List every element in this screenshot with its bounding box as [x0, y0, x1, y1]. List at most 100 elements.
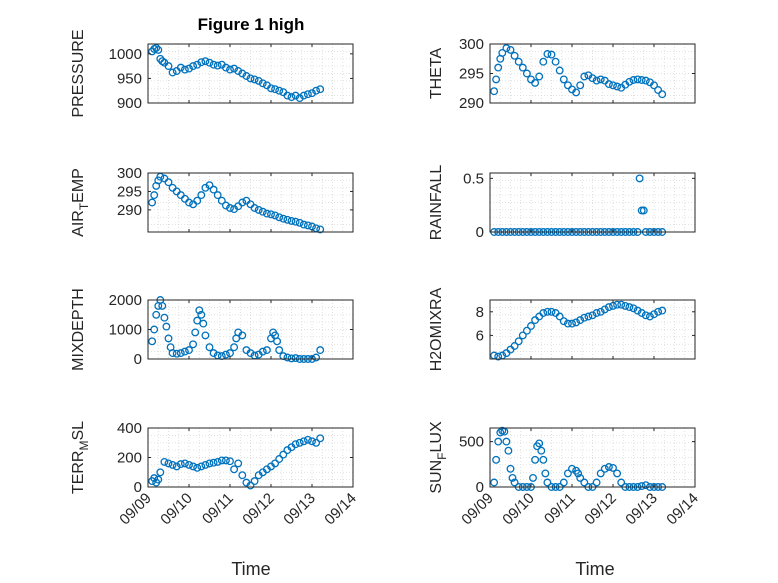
data-point: [518, 63, 527, 72]
data-point: [176, 460, 185, 469]
x-tick-label: 09/14: [663, 490, 702, 529]
data-point: [189, 340, 198, 349]
data-point: [629, 76, 638, 84]
data-point: [193, 316, 202, 325]
data-point: [287, 216, 296, 225]
data-point: [576, 316, 585, 325]
data-point: [154, 45, 163, 54]
y-tick-label: 0: [476, 479, 484, 496]
data-point: [299, 437, 308, 446]
data-point: [543, 50, 552, 58]
data-point: [201, 460, 210, 469]
data-point: [592, 478, 601, 487]
data-point: [164, 459, 173, 468]
data-point: [205, 58, 214, 67]
data-point: [490, 87, 499, 96]
data-point: [205, 181, 214, 190]
data-point: [195, 306, 204, 315]
data-point: [213, 61, 222, 70]
data-point: [639, 206, 648, 215]
y-tick-label: 290: [459, 95, 484, 112]
data-point: [617, 478, 626, 487]
data-point: [658, 306, 667, 315]
data-point: [209, 458, 218, 467]
data-point: [258, 347, 267, 356]
y-axis-label: THETA: [428, 48, 445, 100]
data-point: [287, 354, 296, 363]
data-point: [267, 84, 275, 93]
data-point: [537, 446, 546, 455]
data-point: [180, 459, 189, 468]
data-point: [303, 435, 312, 444]
data-point: [613, 300, 622, 309]
data-point: [559, 478, 568, 487]
subplot-h2omixra: 6 8 H2OMIXRA: [428, 287, 696, 371]
data-point: [502, 437, 511, 446]
data-point: [254, 205, 263, 214]
data-point: [637, 76, 646, 84]
data-point: [572, 318, 581, 327]
data-point: [156, 54, 165, 63]
data-point: [539, 57, 548, 66]
data-point: [543, 307, 552, 316]
data-point: [637, 309, 646, 317]
data-point: [568, 319, 576, 328]
data-point: [246, 349, 255, 358]
y-tick-label: 290: [117, 202, 142, 219]
y-tick-label: 900: [117, 95, 142, 112]
data-point: [295, 438, 304, 447]
data-point: [197, 462, 206, 471]
data-point: [164, 62, 173, 71]
data-point: [168, 68, 177, 77]
data-point: [275, 86, 284, 95]
y-tick-label: 950: [117, 70, 142, 87]
data-point: [563, 469, 572, 478]
y-tick-label: 1000: [109, 46, 142, 63]
data-point: [492, 75, 501, 84]
data-point: [312, 438, 321, 447]
data-point: [287, 93, 296, 102]
data-point: [492, 455, 501, 464]
data-point: [308, 437, 316, 446]
data-point: [609, 81, 617, 90]
data-point: [176, 63, 185, 72]
data-point: [238, 471, 247, 480]
data-point: [658, 90, 667, 99]
data-point: [543, 478, 552, 487]
data-point: [238, 331, 247, 340]
data-point: [291, 440, 300, 449]
axes-box: [147, 43, 354, 104]
data-point: [160, 313, 169, 322]
data-point: [308, 89, 316, 98]
data-point: [299, 91, 308, 100]
data-point: [621, 301, 630, 310]
data-point: [291, 354, 300, 363]
data-point: [168, 460, 177, 469]
data-point: [506, 464, 515, 473]
data-point: [592, 309, 601, 317]
data-point: [201, 57, 210, 66]
data-point: [283, 215, 292, 224]
data-point: [596, 75, 605, 84]
x-tick-label: 09/12: [581, 490, 620, 529]
data-point: [275, 346, 284, 355]
data-point: [588, 74, 597, 83]
data-point: [508, 473, 517, 482]
data-point: [148, 337, 157, 346]
data-point: [650, 310, 658, 319]
data-point: [498, 48, 507, 57]
y-axis-label: H2OMIXRA: [428, 287, 445, 371]
data-point: [518, 331, 527, 340]
axes-box: [489, 299, 696, 360]
data-point: [180, 65, 189, 74]
data-point: [197, 191, 206, 200]
data-point: [275, 213, 284, 222]
data-point: [254, 76, 263, 85]
data-point: [279, 214, 288, 223]
data-point: [172, 349, 181, 358]
x-tick-label: 09/14: [321, 490, 360, 529]
data-point: [494, 437, 503, 446]
data-point: [584, 312, 593, 321]
